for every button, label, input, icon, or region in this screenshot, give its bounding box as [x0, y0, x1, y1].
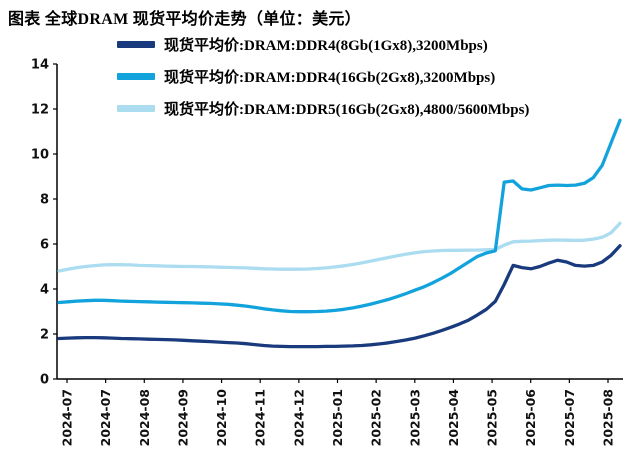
- x-tick-label: 2024-08: [137, 389, 152, 446]
- y-tick-label: 14: [31, 58, 49, 73]
- legend-label-0: 现货平均价:DRAM:DDR4(8Gb(1Gx8),3200Mbps): [164, 38, 488, 54]
- x-tick-label: 2025-04: [446, 389, 461, 447]
- y-tick-label: 2: [40, 328, 49, 343]
- legend-swatch-0: [117, 41, 155, 48]
- x-tick-label: 2025-03: [407, 389, 422, 446]
- x-tick-label: 2025-08: [601, 389, 616, 446]
- x-tick-label: 2025-07: [562, 389, 577, 446]
- legend-label-1: 现货平均价:DRAM:DDR4(16Gb(2Gx8),3200Mbps): [164, 70, 496, 86]
- series-line-2: [57, 221, 622, 273]
- x-tick-label: 2025-05: [485, 389, 500, 446]
- x-tick-label: 2025-02: [369, 389, 384, 446]
- y-tick-label: 10: [31, 148, 49, 163]
- x-tick-label: 2025-01: [330, 389, 345, 446]
- x-tick-label: 2024-12: [291, 389, 306, 446]
- x-tick-label: 2025-06: [523, 389, 538, 447]
- page-title: 图表 全球DRAM 现货平均价走势（单位：美元）: [8, 11, 361, 28]
- series-line-1: [57, 118, 622, 314]
- legend-swatch-2: [117, 105, 155, 112]
- x-tick-label: 2024-10: [214, 389, 229, 447]
- legend-item-ddr4-8gb: 现货平均价:DRAM:DDR4(8Gb(1Gx8),3200Mbps): [117, 33, 529, 56]
- chart-legend: 现货平均价:DRAM:DDR4(8Gb(1Gx8),3200Mbps) 现货平均…: [117, 33, 529, 120]
- legend-item-ddr4-16gb: 现货平均价:DRAM:DDR4(16Gb(2Gx8),3200Mbps): [117, 65, 529, 88]
- legend-item-ddr5-16gb: 现货平均价:DRAM:DDR5(16Gb(2Gx8),4800/5600Mbps…: [117, 97, 529, 120]
- x-tick-label: 2024-07: [60, 389, 75, 446]
- y-tick-label: 12: [31, 103, 49, 118]
- legend-swatch-1: [117, 73, 155, 80]
- x-tick-label: 2024-09: [175, 389, 190, 446]
- y-tick-label: 6: [40, 238, 49, 253]
- x-tick-label: 2024-11: [253, 389, 268, 446]
- y-tick-label: 8: [40, 193, 49, 208]
- y-tick-label: 0: [40, 373, 49, 388]
- series-line-0: [57, 244, 622, 349]
- legend-label-2: 现货平均价:DRAM:DDR5(16Gb(2Gx8),4800/5600Mbps…: [164, 102, 530, 118]
- y-tick-label: 4: [40, 283, 49, 298]
- x-tick-label: 2024-07: [98, 389, 113, 446]
